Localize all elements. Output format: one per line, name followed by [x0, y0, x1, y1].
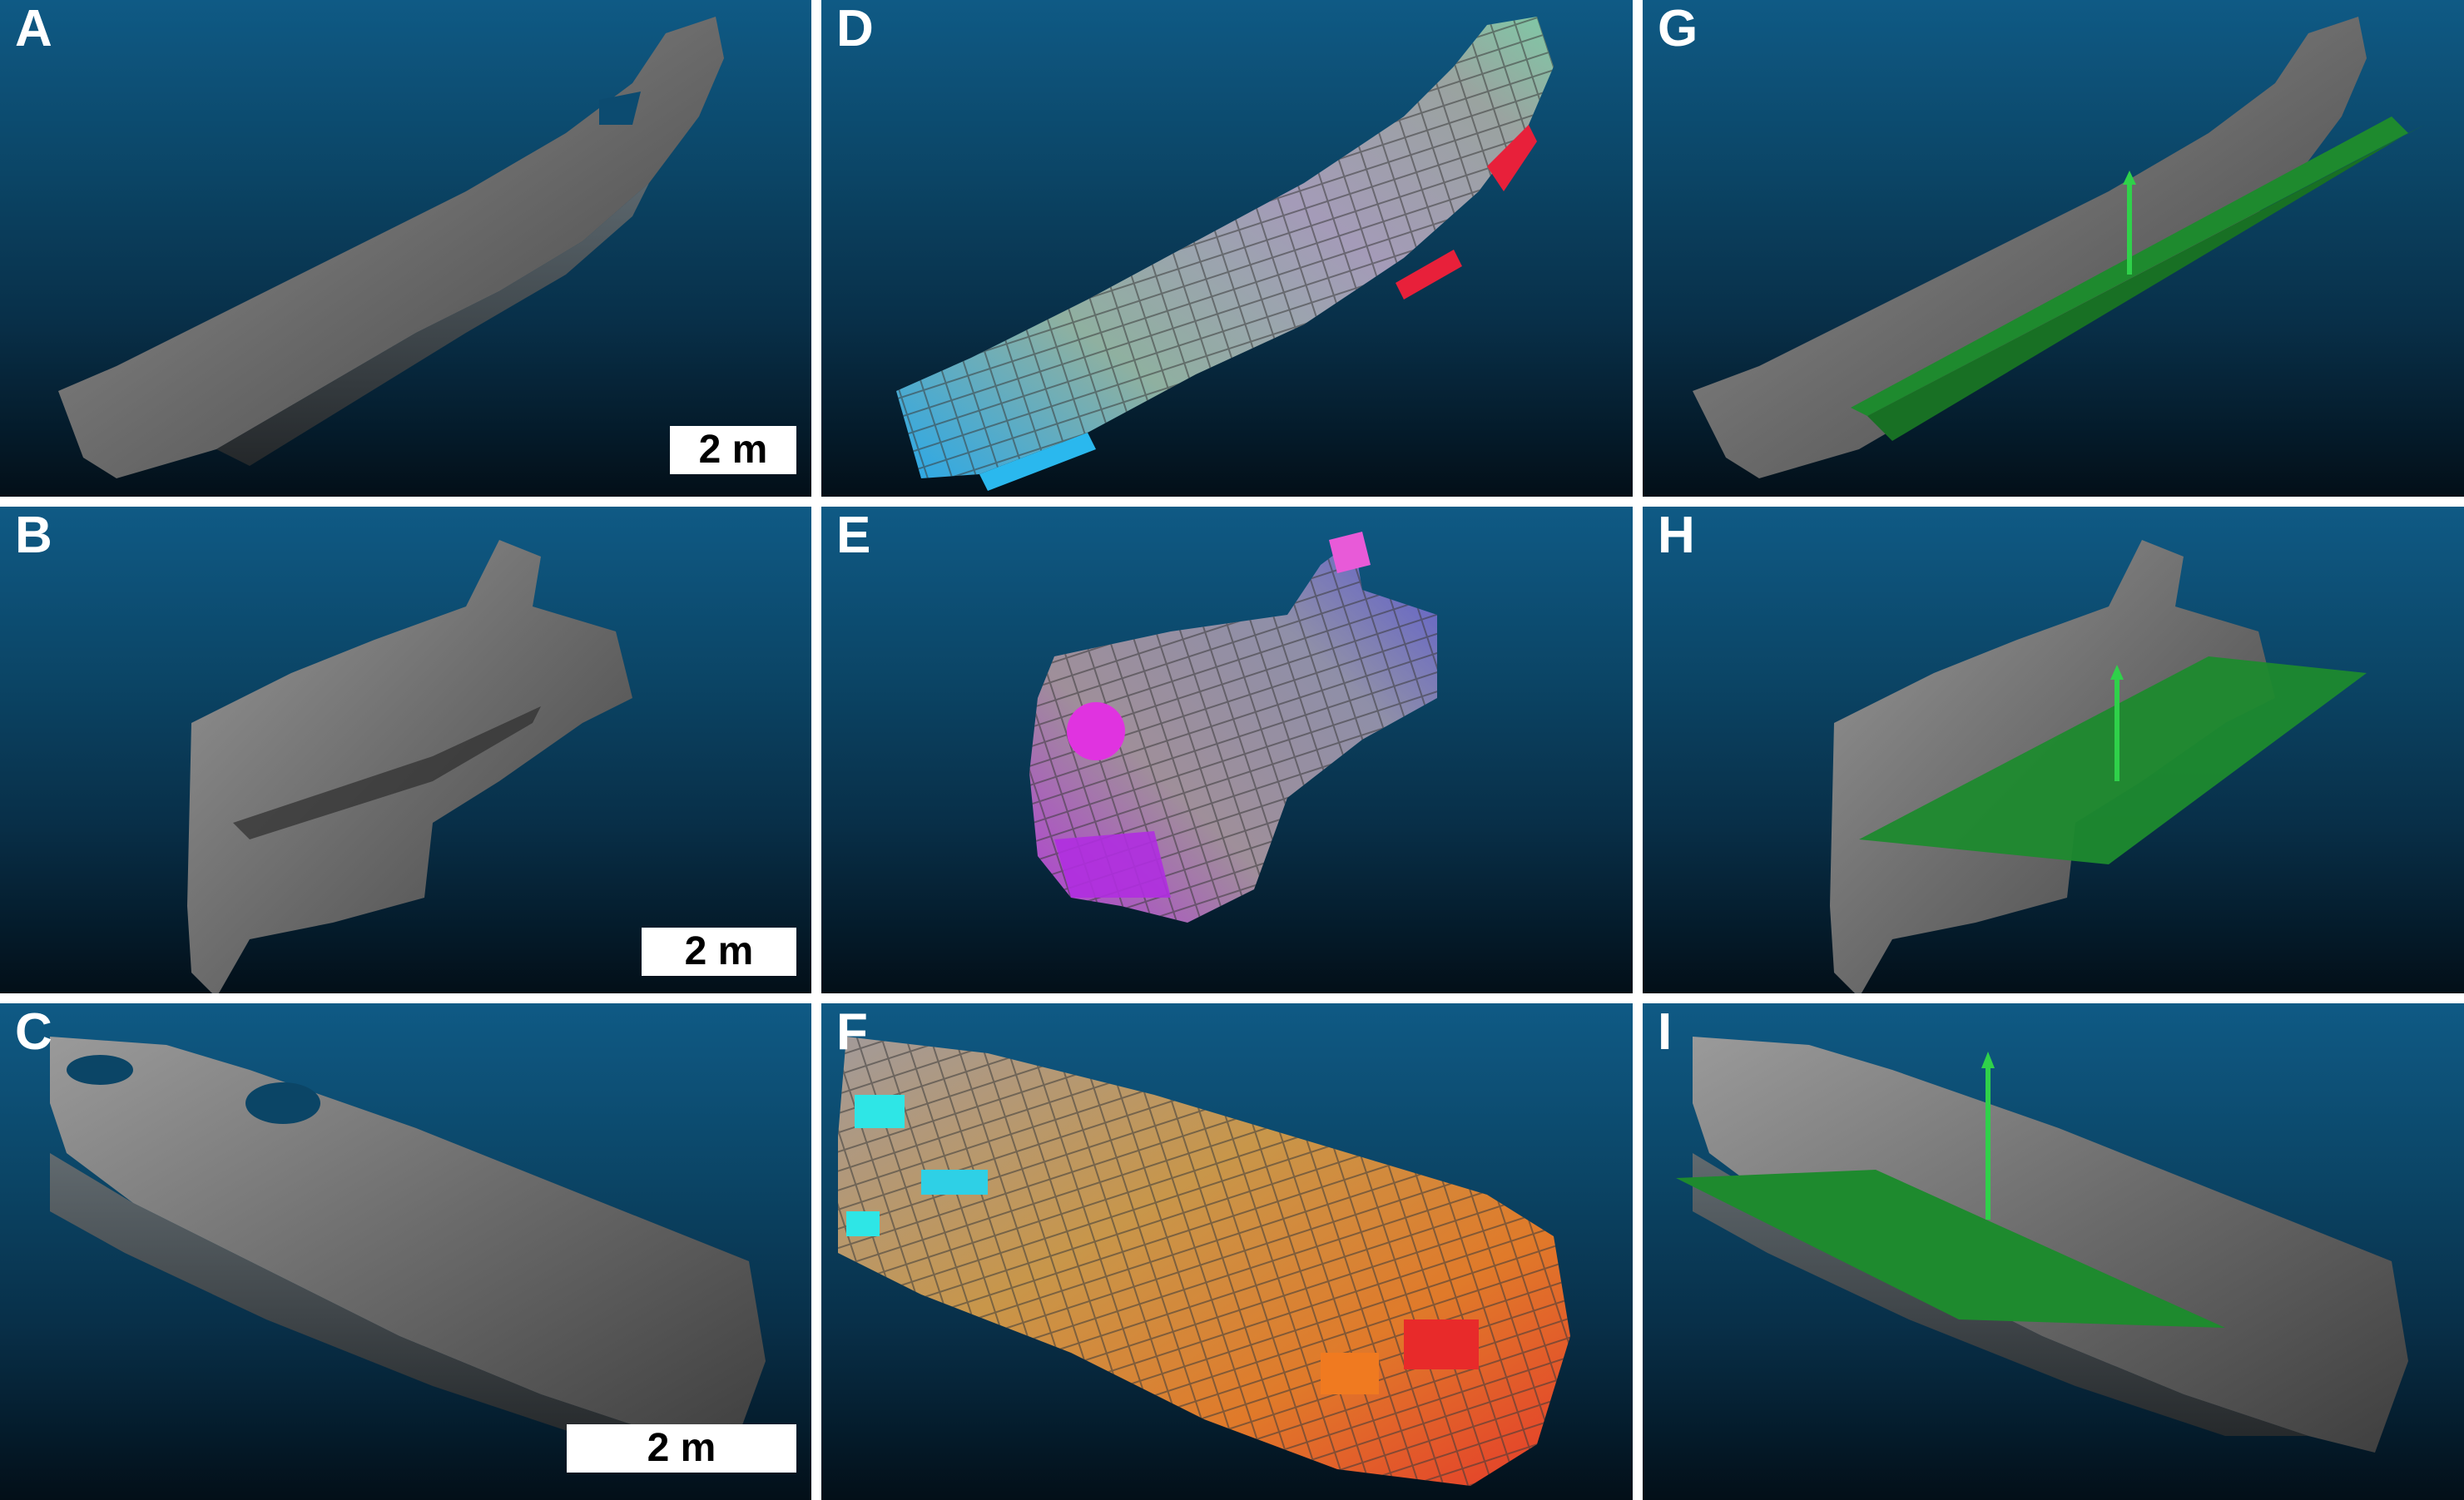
panel-label-h: H	[1658, 507, 1695, 564]
facet-segmentation-e	[1029, 532, 1437, 923]
panel-label-e: E	[836, 507, 871, 564]
panel-label-c: C	[15, 1003, 52, 1061]
panel-c: C 2 m	[0, 1003, 811, 1500]
plane-fit-g	[1693, 17, 2425, 478]
facet-segmentation-f	[838, 1037, 1570, 1486]
facet-segmentation-d	[896, 17, 1554, 491]
panel-label-b: B	[15, 507, 52, 564]
panel-label-d: D	[836, 0, 874, 57]
scale-bar-b: 2 m	[642, 928, 796, 976]
panel-i: I	[1643, 1003, 2464, 1500]
panel-b: B 2 m	[0, 507, 811, 993]
panel-label-f: F	[836, 1003, 868, 1061]
panel-d: D	[821, 0, 1633, 497]
plane-fit-h	[1830, 540, 2367, 993]
panel-g: G	[1643, 0, 2464, 497]
panel-label-i: I	[1658, 1003, 1673, 1061]
panel-label-a: A	[15, 0, 52, 57]
point-cloud-b	[187, 540, 632, 993]
panel-h: H	[1643, 507, 2464, 993]
panel-a: A 2 m	[0, 0, 811, 497]
scale-bar-a: 2 m	[670, 426, 796, 474]
panel-f: F	[821, 1003, 1633, 1500]
plane-fit-i	[1676, 1037, 2408, 1453]
panel-e: E	[821, 507, 1633, 993]
panel-label-g: G	[1658, 0, 1698, 57]
scale-bar-c: 2 m	[567, 1424, 796, 1473]
point-cloud-c	[50, 1037, 766, 1453]
point-cloud-a	[58, 17, 724, 478]
